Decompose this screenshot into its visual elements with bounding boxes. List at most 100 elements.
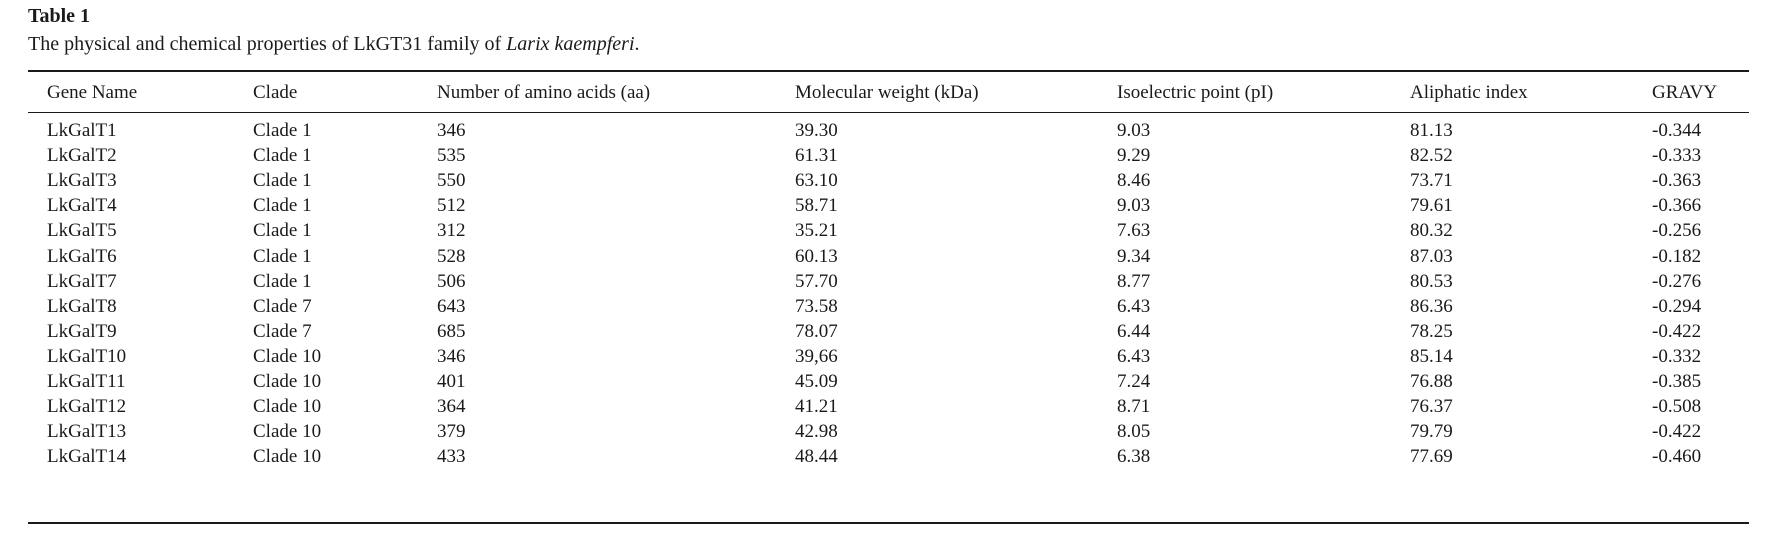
cell-gravy: -0.344: [1652, 120, 1702, 141]
cell-clade: Clade 10: [253, 446, 322, 467]
cell-aliphatic-index: 80.53: [1410, 271, 1453, 292]
cell-clade: Clade 7: [253, 296, 312, 317]
cell-gene-name: LkGalT8: [47, 296, 117, 317]
cell-aliphatic-index: 80.32: [1410, 220, 1453, 241]
cell-gravy: -0.256: [1652, 220, 1702, 241]
cell-aliphatic-index: 85.14: [1410, 346, 1453, 367]
cell-aliphatic-index: 76.37: [1410, 396, 1453, 417]
cell-isoelectric-point: 6.44: [1117, 321, 1151, 342]
table-header-rule: [28, 112, 1749, 113]
cell-gravy: -0.385: [1652, 371, 1702, 392]
cell-molecular-weight: 63.10: [795, 170, 838, 191]
cell-aliphatic-index: 73.71: [1410, 170, 1453, 191]
cell-clade: Clade 1: [253, 170, 312, 191]
cell-aliphatic-index: 82.52: [1410, 145, 1453, 166]
cell-molecular-weight: 35.21: [795, 220, 838, 241]
cell-aliphatic-index: 78.25: [1410, 321, 1453, 342]
cell-gene-name: LkGalT14: [47, 446, 127, 467]
cell-gravy: -0.182: [1652, 246, 1702, 267]
table-caption-label: Table 1: [28, 5, 91, 27]
header-aliphatic-index: Aliphatic index: [1410, 82, 1528, 103]
cell-gene-name: LkGalT2: [47, 145, 117, 166]
cell-amino-acids: 401: [437, 371, 466, 392]
cell-amino-acids: 528: [437, 246, 466, 267]
cell-aliphatic-index: 79.61: [1410, 195, 1453, 216]
cell-amino-acids: 685: [437, 321, 466, 342]
cell-gravy: -0.460: [1652, 446, 1702, 467]
cell-molecular-weight: 48.44: [795, 446, 838, 467]
cell-gene-name: LkGalT7: [47, 271, 117, 292]
cell-gravy: -0.333: [1652, 145, 1702, 166]
cell-clade: Clade 10: [253, 371, 322, 392]
cell-gravy: -0.366: [1652, 195, 1702, 216]
cell-clade: Clade 1: [253, 195, 312, 216]
cell-clade: Clade 10: [253, 421, 322, 442]
cell-molecular-weight: 39.30: [795, 120, 838, 141]
cell-isoelectric-point: 9.03: [1117, 195, 1151, 216]
cell-isoelectric-point: 6.38: [1117, 446, 1151, 467]
cell-aliphatic-index: 77.69: [1410, 446, 1453, 467]
cell-gene-name: LkGalT5: [47, 220, 117, 241]
cell-isoelectric-point: 8.77: [1117, 271, 1151, 292]
cell-clade: Clade 1: [253, 220, 312, 241]
caption-period: .: [634, 33, 640, 55]
cell-clade: Clade 1: [253, 271, 312, 292]
cell-clade: Clade 1: [253, 246, 312, 267]
cell-isoelectric-point: 7.63: [1117, 220, 1151, 241]
header-isoelectric-point: Isoelectric point (pI): [1117, 82, 1274, 103]
cell-amino-acids: 506: [437, 271, 466, 292]
header-gravy: GRAVY: [1652, 82, 1718, 103]
cell-molecular-weight: 60.13: [795, 246, 838, 267]
caption-text: The physical and chemical properties of …: [28, 33, 507, 55]
cell-amino-acids: 643: [437, 296, 466, 317]
cell-gravy: -0.422: [1652, 321, 1702, 342]
cell-amino-acids: 379: [437, 421, 466, 442]
cell-amino-acids: 433: [437, 446, 466, 467]
cell-amino-acids: 312: [437, 220, 466, 241]
cell-amino-acids: 535: [437, 145, 466, 166]
cell-gene-name: LkGalT9: [47, 321, 117, 342]
cell-amino-acids: 550: [437, 170, 466, 191]
cell-molecular-weight: 41.21: [795, 396, 838, 417]
cell-aliphatic-index: 81.13: [1410, 120, 1453, 141]
cell-molecular-weight: 39,66: [795, 346, 838, 367]
cell-aliphatic-index: 79.79: [1410, 421, 1453, 442]
cell-molecular-weight: 61.31: [795, 145, 838, 166]
cell-molecular-weight: 45.09: [795, 371, 838, 392]
cell-isoelectric-point: 6.43: [1117, 346, 1151, 367]
cell-isoelectric-point: 7.24: [1117, 371, 1151, 392]
cell-gravy: -0.294: [1652, 296, 1702, 317]
cell-gene-name: LkGalT1: [47, 120, 117, 141]
cell-isoelectric-point: 8.46: [1117, 170, 1151, 191]
cell-amino-acids: 346: [437, 120, 466, 141]
cell-gravy: -0.363: [1652, 170, 1702, 191]
cell-gravy: -0.332: [1652, 346, 1702, 367]
cell-amino-acids: 364: [437, 396, 466, 417]
cell-amino-acids: 346: [437, 346, 466, 367]
cell-molecular-weight: 78.07: [795, 321, 838, 342]
cell-gene-name: LkGalT13: [47, 421, 127, 442]
cell-molecular-weight: 57.70: [795, 271, 838, 292]
cell-molecular-weight: 73.58: [795, 296, 838, 317]
table-top-rule: [28, 70, 1749, 72]
cell-isoelectric-point: 9.03: [1117, 120, 1151, 141]
cell-gravy: -0.422: [1652, 421, 1702, 442]
caption-species: Larix kaempferi: [506, 33, 635, 55]
cell-clade: Clade 1: [253, 120, 312, 141]
cell-molecular-weight: 58.71: [795, 195, 838, 216]
cell-aliphatic-index: 87.03: [1410, 246, 1453, 267]
cell-aliphatic-index: 76.88: [1410, 371, 1453, 392]
header-clade: Clade: [253, 82, 298, 103]
cell-gene-name: LkGalT3: [47, 170, 117, 191]
cell-isoelectric-point: 9.29: [1117, 145, 1151, 166]
table-bottom-rule: [28, 522, 1749, 524]
cell-isoelectric-point: 6.43: [1117, 296, 1151, 317]
cell-amino-acids: 512: [437, 195, 466, 216]
cell-gravy: -0.276: [1652, 271, 1702, 292]
cell-gene-name: LkGalT10: [47, 346, 127, 367]
cell-gene-name: LkGalT6: [47, 246, 117, 267]
cell-clade: Clade 10: [253, 346, 322, 367]
cell-gene-name: LkGalT4: [47, 195, 117, 216]
cell-isoelectric-point: 8.05: [1117, 421, 1151, 442]
cell-clade: Clade 7: [253, 321, 312, 342]
